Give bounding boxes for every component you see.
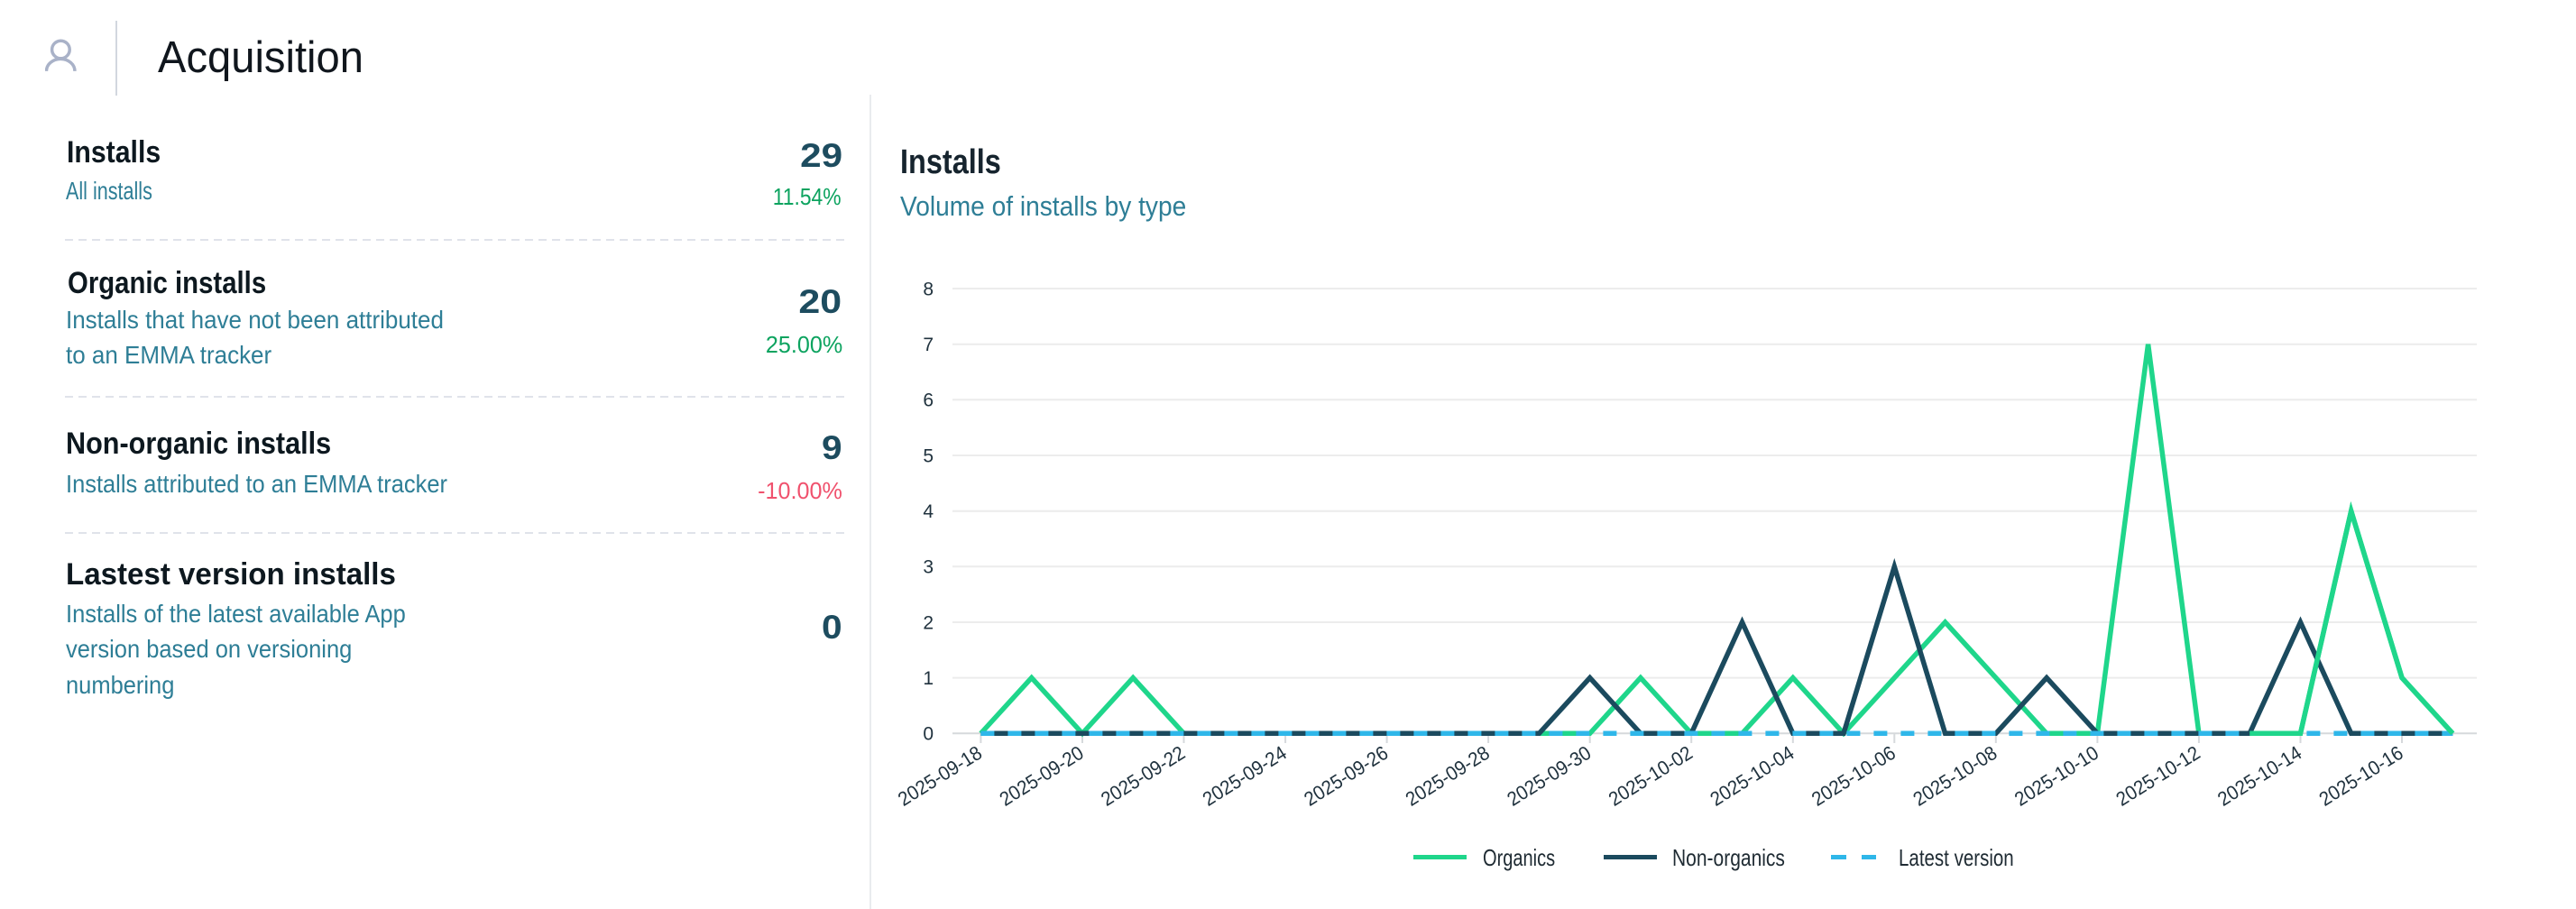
svg-text:2025-10-14: 2025-10-14 [2213,741,2305,811]
svg-text:2025-10-10: 2025-10-10 [2010,741,2102,811]
svg-text:2025-09-28: 2025-09-28 [1402,741,1494,811]
svg-text:2025-10-06: 2025-10-06 [1808,741,1900,811]
svg-text:2025-09-24: 2025-09-24 [1199,741,1291,811]
svg-text:2025-09-18: 2025-09-18 [894,741,986,811]
svg-text:7: 7 [923,335,934,355]
svg-text:5: 5 [923,445,934,466]
svg-text:8: 8 [923,279,934,299]
svg-text:6: 6 [923,390,934,411]
svg-text:2025-10-04: 2025-10-04 [1707,741,1799,811]
svg-text:1: 1 [923,668,934,689]
svg-text:4: 4 [923,501,934,522]
svg-text:2025-09-22: 2025-09-22 [1097,741,1189,811]
svg-text:2: 2 [923,612,934,633]
svg-text:2025-09-20: 2025-09-20 [996,741,1088,811]
svg-text:2025-10-02: 2025-10-02 [1605,741,1697,811]
svg-text:2025-09-26: 2025-09-26 [1300,741,1392,811]
svg-text:2025-10-16: 2025-10-16 [2315,741,2407,811]
svg-text:2025-10-08: 2025-10-08 [1909,741,2001,811]
svg-text:0: 0 [923,724,934,745]
svg-text:2025-10-12: 2025-10-12 [2112,741,2204,811]
svg-text:3: 3 [923,557,934,578]
svg-text:2025-09-30: 2025-09-30 [1504,741,1596,811]
